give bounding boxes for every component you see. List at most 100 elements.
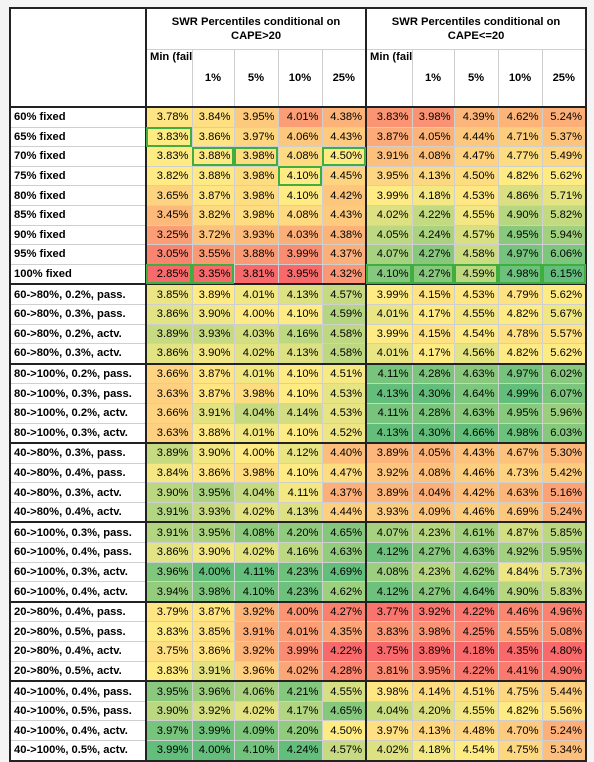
swr-cell: 4.71% [497,126,543,148]
row-label: 20->80%, 0.4%, pass. [9,600,147,623]
swr-cell: 3.98% [233,462,279,484]
swr-cell: 4.30% [411,383,455,404]
swr-cell: 5.24% [541,501,588,523]
table-row: 40->80%, 0.4%, actv. 3.91% 3.93% 4.02% 4.13%… [9,501,588,523]
swr-cell: 4.57% [321,739,367,762]
swr-cell: 4.18% [453,641,499,662]
swr-cell: 3.82% [145,165,193,187]
swr-cell: 4.20% [277,521,323,544]
swr-cell: 4.50% [321,720,367,741]
column-header-min: Min (fail-safe) [365,49,413,108]
swr-cell: 4.65% [321,700,367,722]
table-row: 80->100%, 0.3%, actv. 3.63% 3.88% 4.01% 4.10… [9,422,588,444]
swr-cell: 4.06% [277,126,323,148]
swr-cell: 3.91% [145,521,193,544]
swr-cell: 4.10% [233,739,279,762]
column-header-p25: 25% [321,49,367,108]
row-label: 60->80%, 0.3%, actv. [9,343,147,365]
swr-cell: 4.95% [497,402,543,424]
swr-cell: 4.15% [411,323,455,345]
swr-cell: 3.63% [145,383,193,404]
swr-cell: 4.13% [277,343,323,365]
row-label: 40->80%, 0.3%, actv. [9,482,147,503]
swr-cell: 3.91% [191,660,235,682]
swr-cell: 4.02% [365,739,413,762]
swr-cell: 3.97% [365,720,413,741]
swr-cell: 4.46% [453,462,499,484]
swr-cell: 4.99% [497,383,543,404]
swr-cell: 4.63% [453,542,499,563]
swr-cell: 3.87% [191,185,235,206]
swr-cell: 3.94% [145,581,193,603]
row-label: 40->80%, 0.4%, pass. [9,462,147,484]
swr-cell: 4.55% [453,700,499,722]
row-label: 90% fixed [9,224,147,246]
swr-cell: 5.83% [541,581,588,603]
table-row: 75% fixed 3.82% 3.88% 3.98% 4.10% 4.45% 3.95% 4… [9,165,588,187]
swr-cell: 3.91% [365,146,413,167]
table-row: 80->100%, 0.2%, actv. 3.66% 3.91% 4.04% 4.14… [9,402,588,424]
table-row: 20->80%, 0.5%, actv. 3.83% 3.91% 3.96% 4.02%… [9,660,588,682]
table-row: 60% fixed 3.78% 3.84% 3.95% 4.01% 4.38% 3.83% 3… [9,106,588,128]
swr-cell: 4.48% [453,720,499,741]
swr-cell: 5.62% [541,165,588,187]
swr-cell: 4.86% [497,185,543,206]
row-label: 60->100%, 0.3%, pass. [9,521,147,544]
swr-cell: 4.08% [277,146,323,167]
swr-cell: 5.44% [541,680,588,702]
swr-cell: 5.62% [541,283,588,305]
swr-cell: 3.97% [233,126,279,148]
swr-cell: 4.43% [321,126,367,148]
swr-cell: 5.71% [541,185,588,206]
swr-cell: 3.98% [233,383,279,404]
swr-cell: 4.01% [233,283,279,305]
swr-cell: 4.37% [321,244,367,265]
swr-cell: 6.07% [541,383,588,404]
swr-cell: 4.08% [233,521,279,544]
swr-cell: 3.89% [411,641,455,662]
swr-cell: 4.63% [321,542,367,563]
swr-cell: 4.23% [277,581,323,603]
swr-cell: 4.01% [365,303,413,325]
swr-cell: 4.10% [233,581,279,603]
swr-cell: 4.67% [497,442,543,464]
swr-cell: 3.98% [191,581,235,603]
row-label: 85% fixed [9,204,147,226]
swr-cell: 3.99% [277,641,323,662]
swr-cell: 4.22% [453,600,499,623]
swr-cell: 3.88% [191,422,235,444]
swr-cell: 3.83% [145,146,193,167]
row-label: 60->80%, 0.3%, pass. [9,303,147,325]
swr-cell: 3.98% [233,185,279,206]
swr-cell: 3.83% [145,126,193,148]
swr-cell: 3.81% [233,263,279,285]
swr-cell: 5.56% [541,700,588,722]
row-label: 95% fixed [9,244,147,265]
swr-cell: 4.53% [321,383,367,404]
swr-cell: 4.08% [411,462,455,484]
swr-cell: 3.55% [191,244,235,265]
swr-cell: 4.12% [365,542,413,563]
row-label: 60->100%, 0.3%, actv. [9,561,147,583]
swr-cell: 4.82% [497,700,543,722]
table-row: 80% fixed 3.65% 3.87% 3.98% 4.10% 4.42% 3.99% 4… [9,185,588,206]
swr-cell: 4.38% [321,106,367,128]
swr-cell: 3.89% [145,323,193,345]
row-label: 70% fixed [9,146,147,167]
swr-cell: 4.01% [277,621,323,643]
swr-cell: 4.87% [497,521,543,544]
swr-cell: 4.21% [277,680,323,702]
row-label: 40->100%, 0.4%, actv. [9,720,147,741]
swr-cell: 3.93% [191,323,235,345]
swr-cell: 4.90% [497,204,543,226]
swr-cell: 4.20% [277,720,323,741]
swr-cell: 4.44% [321,501,367,523]
swr-cell: 4.22% [411,204,455,226]
swr-cell: 5.16% [541,482,588,503]
swr-cell: 3.90% [191,303,235,325]
swr-cell: 4.16% [277,542,323,563]
table-row: 40->100%, 0.4%, pass. 3.95% 3.96% 4.06% 4.21… [9,680,588,702]
swr-cell: 4.59% [321,303,367,325]
table-row: 20->80%, 0.4%, pass. 3.79% 3.87% 3.92% 4.00%… [9,600,588,623]
swr-cell: 3.87% [191,383,235,404]
